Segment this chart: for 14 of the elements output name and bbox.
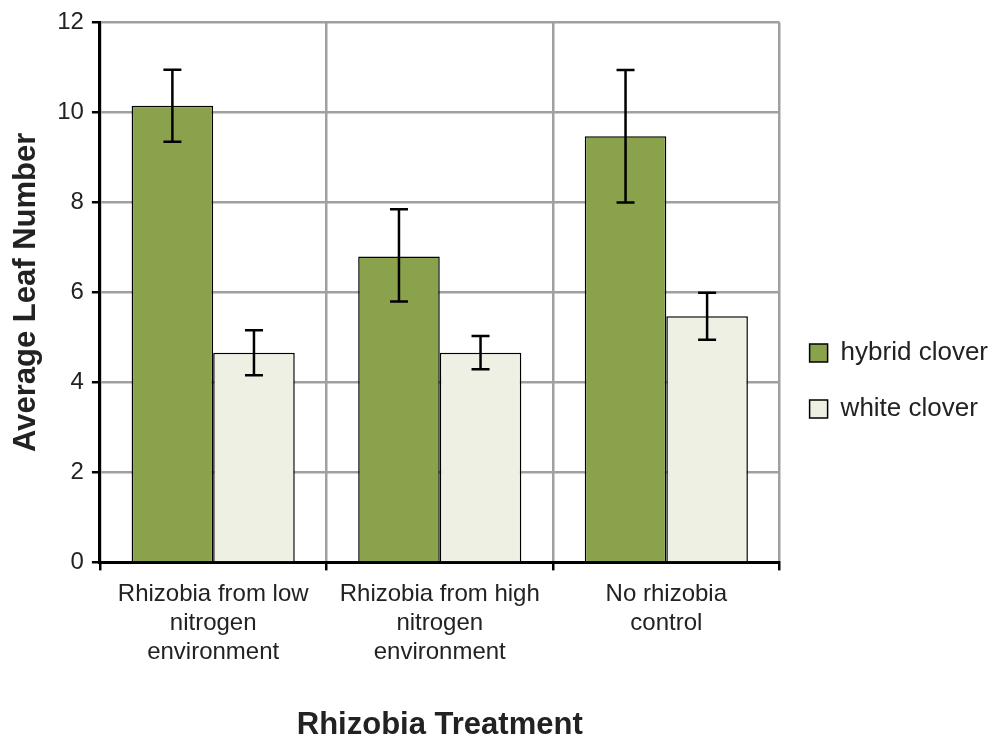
x-tick-label: Rhizobia from low nitrogen environment [117,579,310,665]
x-axis-title: Rhizobia Treatment [296,705,583,741]
y-axis-title: Average Leaf Number [7,132,43,453]
legend-label: white clover [839,392,979,423]
y-tick-label: 4 [70,367,84,395]
y-tick-label: 2 [70,457,84,485]
y-tick-label: 6 [70,277,84,305]
y-tick-label: 12 [57,7,84,35]
y-tick-label: 10 [57,97,84,125]
y-tick-label: 0 [70,547,84,575]
legend-label: hybrid clover [840,336,989,367]
y-tick-label: 8 [70,187,84,215]
x-tick-label: Rhizobia from high nitrogen environment [339,579,540,665]
x-tick-label: No rhizobia control [605,579,728,636]
